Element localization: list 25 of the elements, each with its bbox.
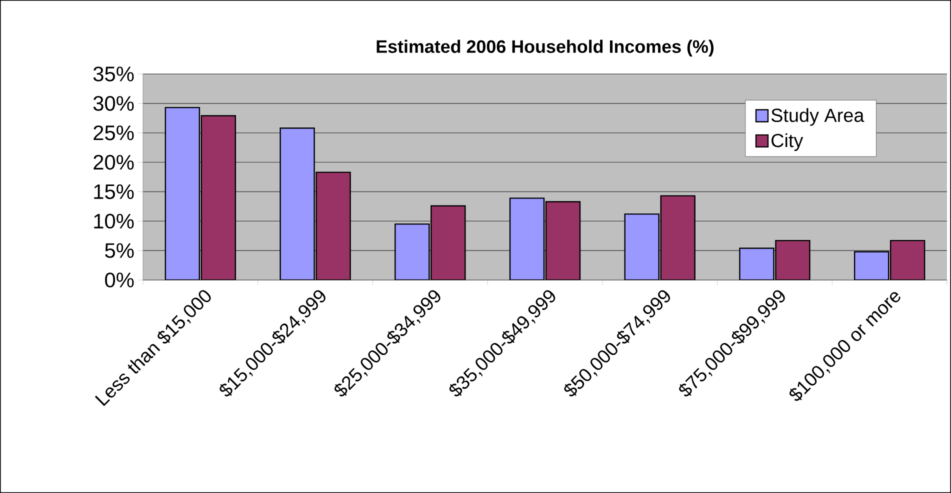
bar [280, 128, 315, 280]
bar [316, 172, 351, 280]
bar [545, 201, 581, 280]
y-tick-label: 5% [105, 243, 134, 258]
y-tick-label: 10% [94, 214, 134, 229]
y-tick-label: 25% [94, 125, 134, 140]
bar [164, 106, 200, 280]
bar [430, 205, 466, 280]
legend-label: Study Area [771, 108, 864, 126]
bar [739, 248, 774, 280]
y-tick-label: 20% [94, 154, 134, 170]
bar [624, 213, 660, 280]
chart-title: Estimated 2006 Household Incomes (%) [376, 40, 714, 56]
legend-label: City [772, 133, 804, 151]
y-tick-label: 30% [93, 96, 134, 111]
bar [660, 195, 696, 280]
y-tick-label: 0% [105, 272, 134, 288]
bar [509, 198, 545, 280]
bar [775, 240, 810, 280]
bar [200, 115, 236, 280]
bar [890, 240, 926, 280]
y-tick-label: 15% [94, 184, 134, 200]
bar [394, 223, 430, 280]
y-tick-label: 35% [93, 66, 134, 82]
bar [854, 251, 890, 280]
